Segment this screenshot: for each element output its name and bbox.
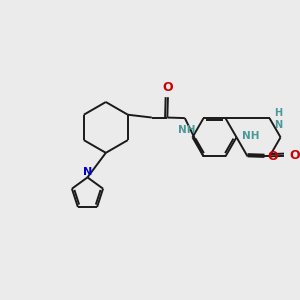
Text: NH: NH (242, 131, 259, 141)
Text: NH: NH (178, 125, 195, 135)
Text: N: N (83, 167, 92, 177)
Text: H
N: H N (274, 108, 283, 130)
Text: O: O (163, 80, 173, 94)
Text: O: O (268, 150, 278, 164)
Text: O: O (290, 149, 300, 162)
